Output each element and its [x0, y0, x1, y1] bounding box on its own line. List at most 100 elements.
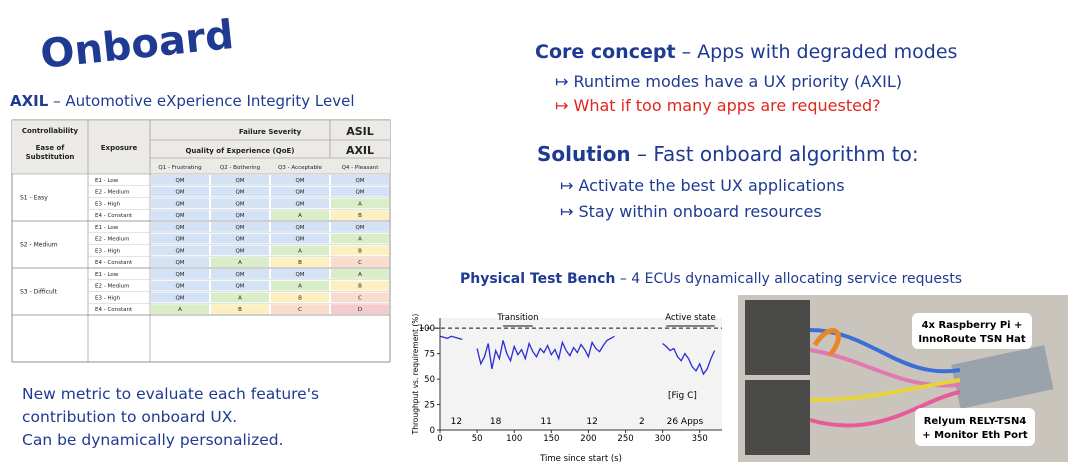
note-line: Can be dynamically personalized.	[22, 431, 284, 449]
x-tick-label: 300	[655, 434, 671, 444]
cell-text: E2 - Medium	[95, 237, 129, 243]
x-tick-label: 200	[580, 434, 596, 444]
cell-text: QM	[235, 248, 244, 254]
throughput-line	[439, 335, 716, 376]
grade-cell	[331, 257, 389, 267]
label-box	[915, 408, 1035, 446]
cell-text: E1 - Low	[95, 272, 119, 278]
grade-cell	[271, 233, 329, 244]
grade-cell	[271, 304, 329, 314]
cell-text: E3 - High	[95, 201, 121, 207]
cell-text: A	[238, 260, 242, 266]
cell-text: QM	[295, 225, 304, 231]
core-bullet: ↦ What if too many apps are requested?	[555, 96, 881, 115]
grade-cell	[271, 175, 329, 185]
x-tick-label: 250	[617, 434, 633, 444]
cell-text: A	[178, 307, 182, 313]
device	[745, 380, 810, 455]
cell-text: Q1 - Frustrating	[158, 165, 201, 171]
grade-cell	[271, 245, 329, 256]
photo-label: + Monitor Eth Port	[922, 430, 1028, 441]
segment-label: 11	[540, 417, 551, 427]
note-line: contribution to onboard UX.	[22, 408, 237, 426]
cell-text: Failure Severity	[239, 128, 302, 136]
cell-text: QM	[235, 178, 244, 184]
grade-cell	[151, 245, 209, 256]
grade-cell	[331, 245, 389, 256]
photo-label: Relyum RELY-TSN4	[924, 416, 1027, 427]
photo-label: 4x Raspberry Pi +	[922, 320, 1023, 331]
cell-text: QM	[355, 178, 364, 184]
term: Core concept	[535, 41, 676, 63]
solution-heading: Solution – Fast onboard algorithm to:	[537, 142, 919, 166]
cell-text: E2 - Medium	[95, 190, 129, 196]
y-tick-label: 0	[430, 426, 435, 436]
core-bullet: ↦ Runtime modes have a UX priority (AXIL…	[555, 72, 902, 91]
label-box	[912, 313, 1032, 349]
grade-cell	[211, 222, 269, 232]
segment-label: 12	[451, 417, 462, 427]
grade-cell	[331, 198, 389, 209]
cell-text: B	[358, 284, 362, 290]
cell-text: QM	[235, 237, 244, 243]
cell-text: QM	[235, 201, 244, 207]
cell-text: E4 - Constant	[95, 260, 133, 266]
grade-cell	[151, 198, 209, 209]
cable	[809, 390, 961, 428]
annotation: Active state	[665, 313, 716, 323]
grade-cell	[211, 198, 269, 209]
grade-cell	[211, 269, 269, 279]
annotation: Transition	[496, 313, 538, 323]
cell-text: D	[358, 307, 362, 313]
cell-text: A	[298, 213, 302, 219]
cell-text: E3 - High	[95, 295, 121, 301]
grade-cell	[211, 245, 269, 256]
cell-text: Exposure	[101, 144, 138, 152]
cell-text: E1 - Low	[95, 178, 119, 184]
cell-text: C	[358, 295, 362, 301]
cell-text: Q4 - Pleasant	[342, 165, 380, 171]
grade-cell	[151, 210, 209, 220]
segment-label: 2	[639, 417, 645, 427]
axil-heading: AXIL – Automotive eXperience Integrity L…	[10, 92, 355, 110]
cell-text: E1 - Low	[95, 225, 119, 231]
x-tick-label: 150	[543, 434, 559, 444]
bench-heading: Physical Test Bench – 4 ECUs dynamically…	[460, 271, 962, 287]
y-tick-label: 100	[419, 324, 435, 334]
grade-cell	[151, 269, 209, 279]
grade-cell	[211, 292, 269, 303]
cell-text: QM	[175, 272, 184, 278]
cell-text: QM	[175, 190, 184, 196]
grade-cell	[331, 233, 389, 244]
cell-text: QM	[175, 248, 184, 254]
solution-bullet: ↦ Stay within onboard resources	[560, 202, 822, 221]
cell-text: B	[358, 213, 362, 219]
grade-cell	[271, 280, 329, 291]
grade-cell	[271, 186, 329, 197]
cell-text: E3 - High	[95, 248, 121, 254]
cell-text: QM	[175, 225, 184, 231]
cell-text: QM	[175, 201, 184, 207]
grade-cell	[151, 280, 209, 291]
cell-text: E4 - Constant	[95, 307, 133, 313]
y-tick-label: 25	[424, 401, 435, 411]
switch	[951, 345, 1054, 409]
cell-text: QM	[235, 190, 244, 196]
cell-text: Ease of	[36, 144, 66, 152]
grade-cell	[271, 198, 329, 209]
cell-text: QM	[235, 284, 244, 290]
grade-cell	[331, 186, 389, 197]
cell-text: QM	[235, 272, 244, 278]
cell-text: Q2 - Bothering	[220, 165, 260, 171]
cell-text: Q3 - Acceptable	[278, 165, 322, 171]
desc: – Automotive eXperience Integrity Level	[48, 92, 354, 110]
cell-text: QM	[235, 213, 244, 219]
figure: 0 50 100 150 200 250 300 350 0 25 50 75 100 12 18 11 12 2…	[411, 313, 722, 464]
grade-cell	[331, 222, 389, 232]
x-axis-label: Time since start (s)	[539, 454, 622, 464]
grade-cell	[331, 280, 389, 291]
grade-cell	[151, 222, 209, 232]
cable	[809, 378, 961, 402]
cell-text: A	[238, 295, 242, 301]
